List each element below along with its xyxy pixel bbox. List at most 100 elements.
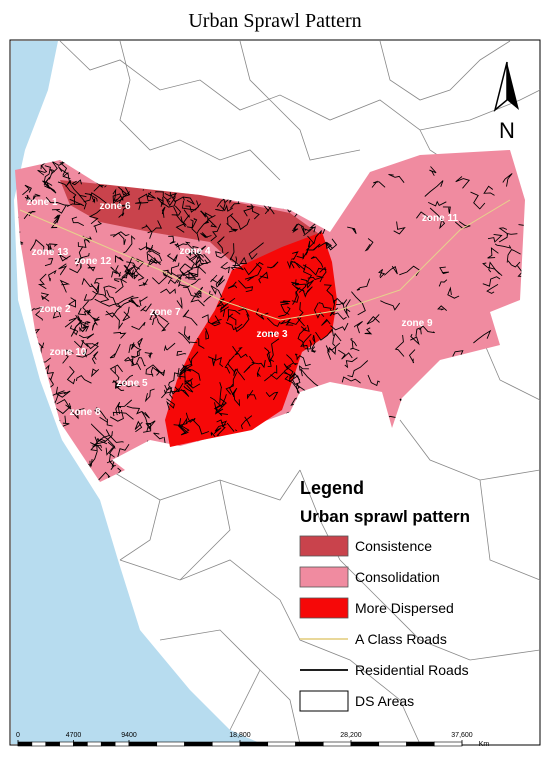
road: [208, 356, 224, 368]
road: [170, 192, 184, 203]
road: [289, 372, 301, 381]
road: [144, 352, 154, 359]
road: [293, 282, 307, 293]
road: [280, 300, 291, 304]
road: [181, 271, 197, 280]
road: [419, 325, 435, 334]
road: [156, 197, 164, 206]
road: [350, 341, 360, 352]
scale-segment: [45, 741, 60, 747]
scale-segment: [350, 741, 380, 747]
road: [22, 184, 32, 196]
road: [229, 243, 235, 261]
road: [230, 256, 238, 271]
road: [488, 261, 503, 277]
road: [59, 279, 70, 293]
road: [483, 185, 495, 196]
road: [98, 436, 116, 455]
road: [213, 424, 227, 435]
road: [303, 221, 318, 237]
road: [196, 219, 209, 234]
road: [140, 303, 152, 312]
road: [265, 391, 279, 401]
road: [439, 266, 450, 275]
road: [82, 321, 91, 329]
road: [48, 243, 58, 251]
road: [90, 423, 110, 438]
road: [91, 368, 100, 378]
road: [232, 256, 248, 267]
road: [105, 312, 124, 330]
road: [137, 337, 143, 348]
road: [78, 333, 95, 340]
road: [139, 296, 148, 307]
road: [86, 263, 96, 272]
road: [166, 398, 175, 411]
road: [35, 306, 45, 321]
road: [300, 278, 314, 289]
road: [177, 418, 187, 435]
road: [187, 270, 199, 280]
road: [364, 238, 374, 252]
road: [114, 255, 124, 263]
road: [43, 176, 51, 190]
road: [200, 210, 214, 218]
road: [341, 376, 361, 384]
road: [109, 409, 124, 422]
road: [300, 333, 312, 353]
road: [148, 250, 163, 262]
road: [52, 310, 62, 319]
road: [115, 265, 121, 277]
road: [289, 375, 301, 385]
road: [73, 340, 89, 349]
road: [42, 364, 54, 381]
road: [234, 313, 250, 333]
road: [155, 191, 171, 203]
road: [92, 290, 110, 303]
road: [111, 374, 120, 384]
road: [178, 382, 190, 397]
road: [166, 262, 180, 276]
road: [131, 264, 145, 281]
road: [160, 199, 177, 208]
road: [371, 180, 386, 188]
road: [126, 261, 136, 279]
road: [216, 298, 225, 308]
road: [311, 335, 316, 350]
road: [117, 185, 127, 196]
road: [200, 232, 212, 239]
a-class-road: [19, 199, 511, 321]
road: [90, 438, 100, 452]
road: [77, 307, 89, 316]
scale-segment: [31, 741, 47, 747]
road: [115, 401, 121, 416]
road: [48, 269, 57, 282]
road: [321, 318, 331, 326]
scale-label: 28,200: [340, 732, 362, 739]
road: [428, 200, 447, 207]
road: [347, 360, 369, 378]
road: [209, 394, 227, 408]
road: [280, 302, 290, 315]
road: [105, 429, 124, 443]
zone-label: zone 11: [422, 213, 459, 224]
road: [201, 314, 221, 327]
legend-label: DS Areas: [355, 693, 414, 709]
north-arrow: N: [493, 61, 519, 143]
road: [153, 432, 164, 440]
road: [185, 418, 210, 435]
road: [283, 362, 294, 370]
road: [225, 322, 243, 331]
road: [290, 261, 301, 269]
road: [116, 187, 131, 203]
zone-label: zone 5: [116, 378, 148, 389]
road: [455, 176, 470, 189]
road: [384, 265, 398, 276]
road: [62, 171, 72, 184]
road: [486, 284, 499, 294]
road: [219, 204, 234, 212]
road: [113, 331, 127, 339]
road: [51, 205, 67, 214]
road: [53, 214, 61, 224]
road: [45, 196, 69, 206]
